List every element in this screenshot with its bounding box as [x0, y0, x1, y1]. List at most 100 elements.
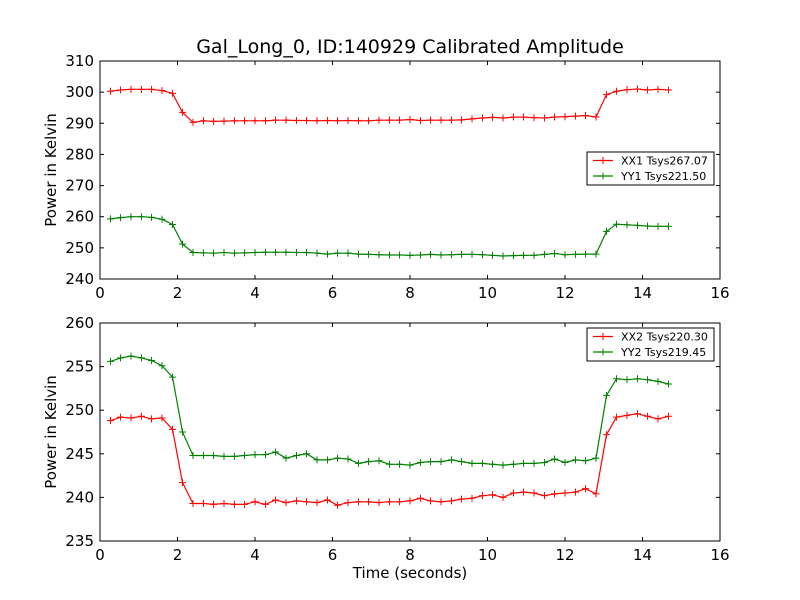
chart-0-series-1-point: [623, 221, 631, 229]
chart-1-series-1-point: [189, 452, 197, 460]
chart-0-series-0-point: [127, 85, 135, 93]
chart-1-series-1-point: [540, 459, 548, 467]
chart-1-series-1-point: [447, 456, 455, 464]
chart-0-series-1-point: [489, 251, 497, 259]
chart-0-series-1-point: [313, 249, 321, 257]
chart-1-series-0-point: [199, 500, 207, 508]
chart-1-series-1-point: [520, 459, 528, 467]
chart-1-series-1-point: [241, 452, 249, 460]
chart-0-legend-marker: [599, 172, 607, 180]
chart-0-series-0-point: [365, 117, 373, 125]
chart-0-series-0-point: [148, 85, 156, 93]
chart-0-series-1-point: [561, 251, 569, 259]
chart-1-ytick-label: 240: [65, 488, 94, 506]
chart-0-series-0-point: [447, 116, 455, 124]
chart-0-series-1-point: [406, 251, 414, 259]
chart-0-series-0-point: [520, 113, 528, 121]
chart-0-ytick-label: 290: [65, 114, 94, 132]
chart-0-series-0-point: [623, 86, 631, 94]
chart-1-series-1-point: [303, 450, 311, 458]
chart-1-ylabel: Power in Kelvin: [42, 375, 60, 489]
chart-1-series-1-point: [313, 456, 321, 464]
chart-0-series-1-point: [334, 249, 342, 257]
chart-0-series-1-point: [189, 249, 197, 257]
chart-1-series-0-point: [602, 431, 610, 439]
chart-0-series-0-point: [292, 116, 300, 124]
chart-0-series-0-point: [644, 86, 652, 94]
chart-1-series-0-point: [582, 485, 590, 493]
chart-1-series-0-point: [292, 497, 300, 505]
chart-0-series-1-point: [530, 251, 538, 259]
chart-0-series-0-point: [230, 117, 238, 125]
chart-0-xtick-label: 16: [710, 284, 729, 302]
chart-1-series-0-point: [127, 414, 135, 422]
chart-0-series-0-point: [241, 117, 249, 125]
chart-1-series-1-point: [458, 458, 466, 466]
chart-0-series-1-point: [468, 250, 476, 258]
chart-1-series-0-point: [509, 489, 517, 497]
chart-0-series-1-point: [447, 251, 455, 259]
chart-1-series-0-point: [251, 498, 259, 506]
chart-1-series-1-point: [613, 375, 621, 383]
chart-1-series-1-point: [582, 457, 590, 465]
chart-1-ytick-label: 260: [65, 314, 94, 332]
chart-1-series-1-point: [489, 460, 497, 468]
chart-0-series-1-point: [582, 250, 590, 258]
chart-0-series-1-point: [251, 249, 259, 257]
chart-1-xtick-label: 12: [555, 546, 574, 564]
chart-1-series-0-point: [499, 493, 507, 501]
chart-1-series-1-point: [644, 376, 652, 384]
chart-1-series-0-point: [385, 498, 393, 506]
chart-1-series-1-point: [499, 461, 507, 469]
chart-1-series-0-point: [230, 500, 238, 508]
chart-1-ytick-label: 250: [65, 401, 94, 419]
chart-1-series-0-point: [478, 492, 486, 500]
chart-0-series-0-point: [509, 113, 517, 121]
chart-1-series-0-point: [530, 489, 538, 497]
chart-1-series-1-point: [354, 459, 362, 467]
chart-1-series-0-point: [220, 500, 228, 508]
chart-0-series-0-point: [303, 116, 311, 124]
chart-1-series-0-point: [303, 498, 311, 506]
chart-0-series-1-point: [592, 250, 600, 258]
chart-1-series-0-point: [106, 417, 114, 425]
chart-1-series-1-point: [230, 452, 238, 460]
chart-0-series-1-point: [551, 249, 559, 257]
chart-1-series-0-point: [323, 496, 331, 504]
chart-1-series-0-point: [375, 499, 383, 507]
chart-0-series-0-point: [344, 116, 352, 124]
chart-0-series-1-point: [509, 252, 517, 260]
chart-1-series-1-point: [427, 458, 435, 466]
chart-1-xtick-label: 4: [250, 546, 260, 564]
chart-1-series-0-point: [644, 412, 652, 420]
chart-0-series-0-point: [220, 117, 228, 125]
chart-0-series-0-point: [468, 115, 476, 123]
chart-0-series-0-point: [137, 85, 145, 93]
chart-1-series-0-point: [117, 413, 125, 421]
chart-0-legend-label: XX1 Tsys267.07: [621, 155, 708, 168]
chart-0-series-1-point: [158, 215, 166, 223]
chart-0-series-1-point: [168, 221, 176, 228]
chart-1-series-1-point: [117, 354, 125, 362]
chart-0-series-0-point: [416, 116, 424, 124]
chart-0-series-1-point: [148, 213, 156, 221]
chart-0-series-0-point: [168, 89, 176, 97]
chart-0-series-1-point: [571, 250, 579, 258]
chart-0-series-1-point: [241, 249, 249, 257]
chart-1-series-1-point: [654, 377, 662, 385]
chart-1-series-1-point: [571, 456, 579, 464]
chart-1-series-0-point: [344, 499, 352, 507]
chart-1-series-0-point: [313, 499, 321, 507]
chart-1-series-0-point: [272, 496, 280, 504]
chart-1-series-0-point: [179, 479, 187, 487]
chart-0-series-1-point: [499, 252, 507, 260]
chart-0-legend-box: [586, 151, 715, 186]
chart-1: 0 2 4 6 8 10 12 14 16 235 240 245 250 255 260 Power in …: [42, 314, 730, 582]
chart-0-series-1-point: [220, 249, 228, 257]
chart-0-series-0-point: [251, 117, 259, 125]
chart-0-xtick-label: 10: [478, 284, 497, 302]
chart-1-series-1-point: [396, 460, 404, 468]
chart-0-legend: XX1 Tsys267.07 YY1 Tsys221.50: [586, 151, 715, 186]
chart-0-series-0-point: [189, 118, 197, 126]
